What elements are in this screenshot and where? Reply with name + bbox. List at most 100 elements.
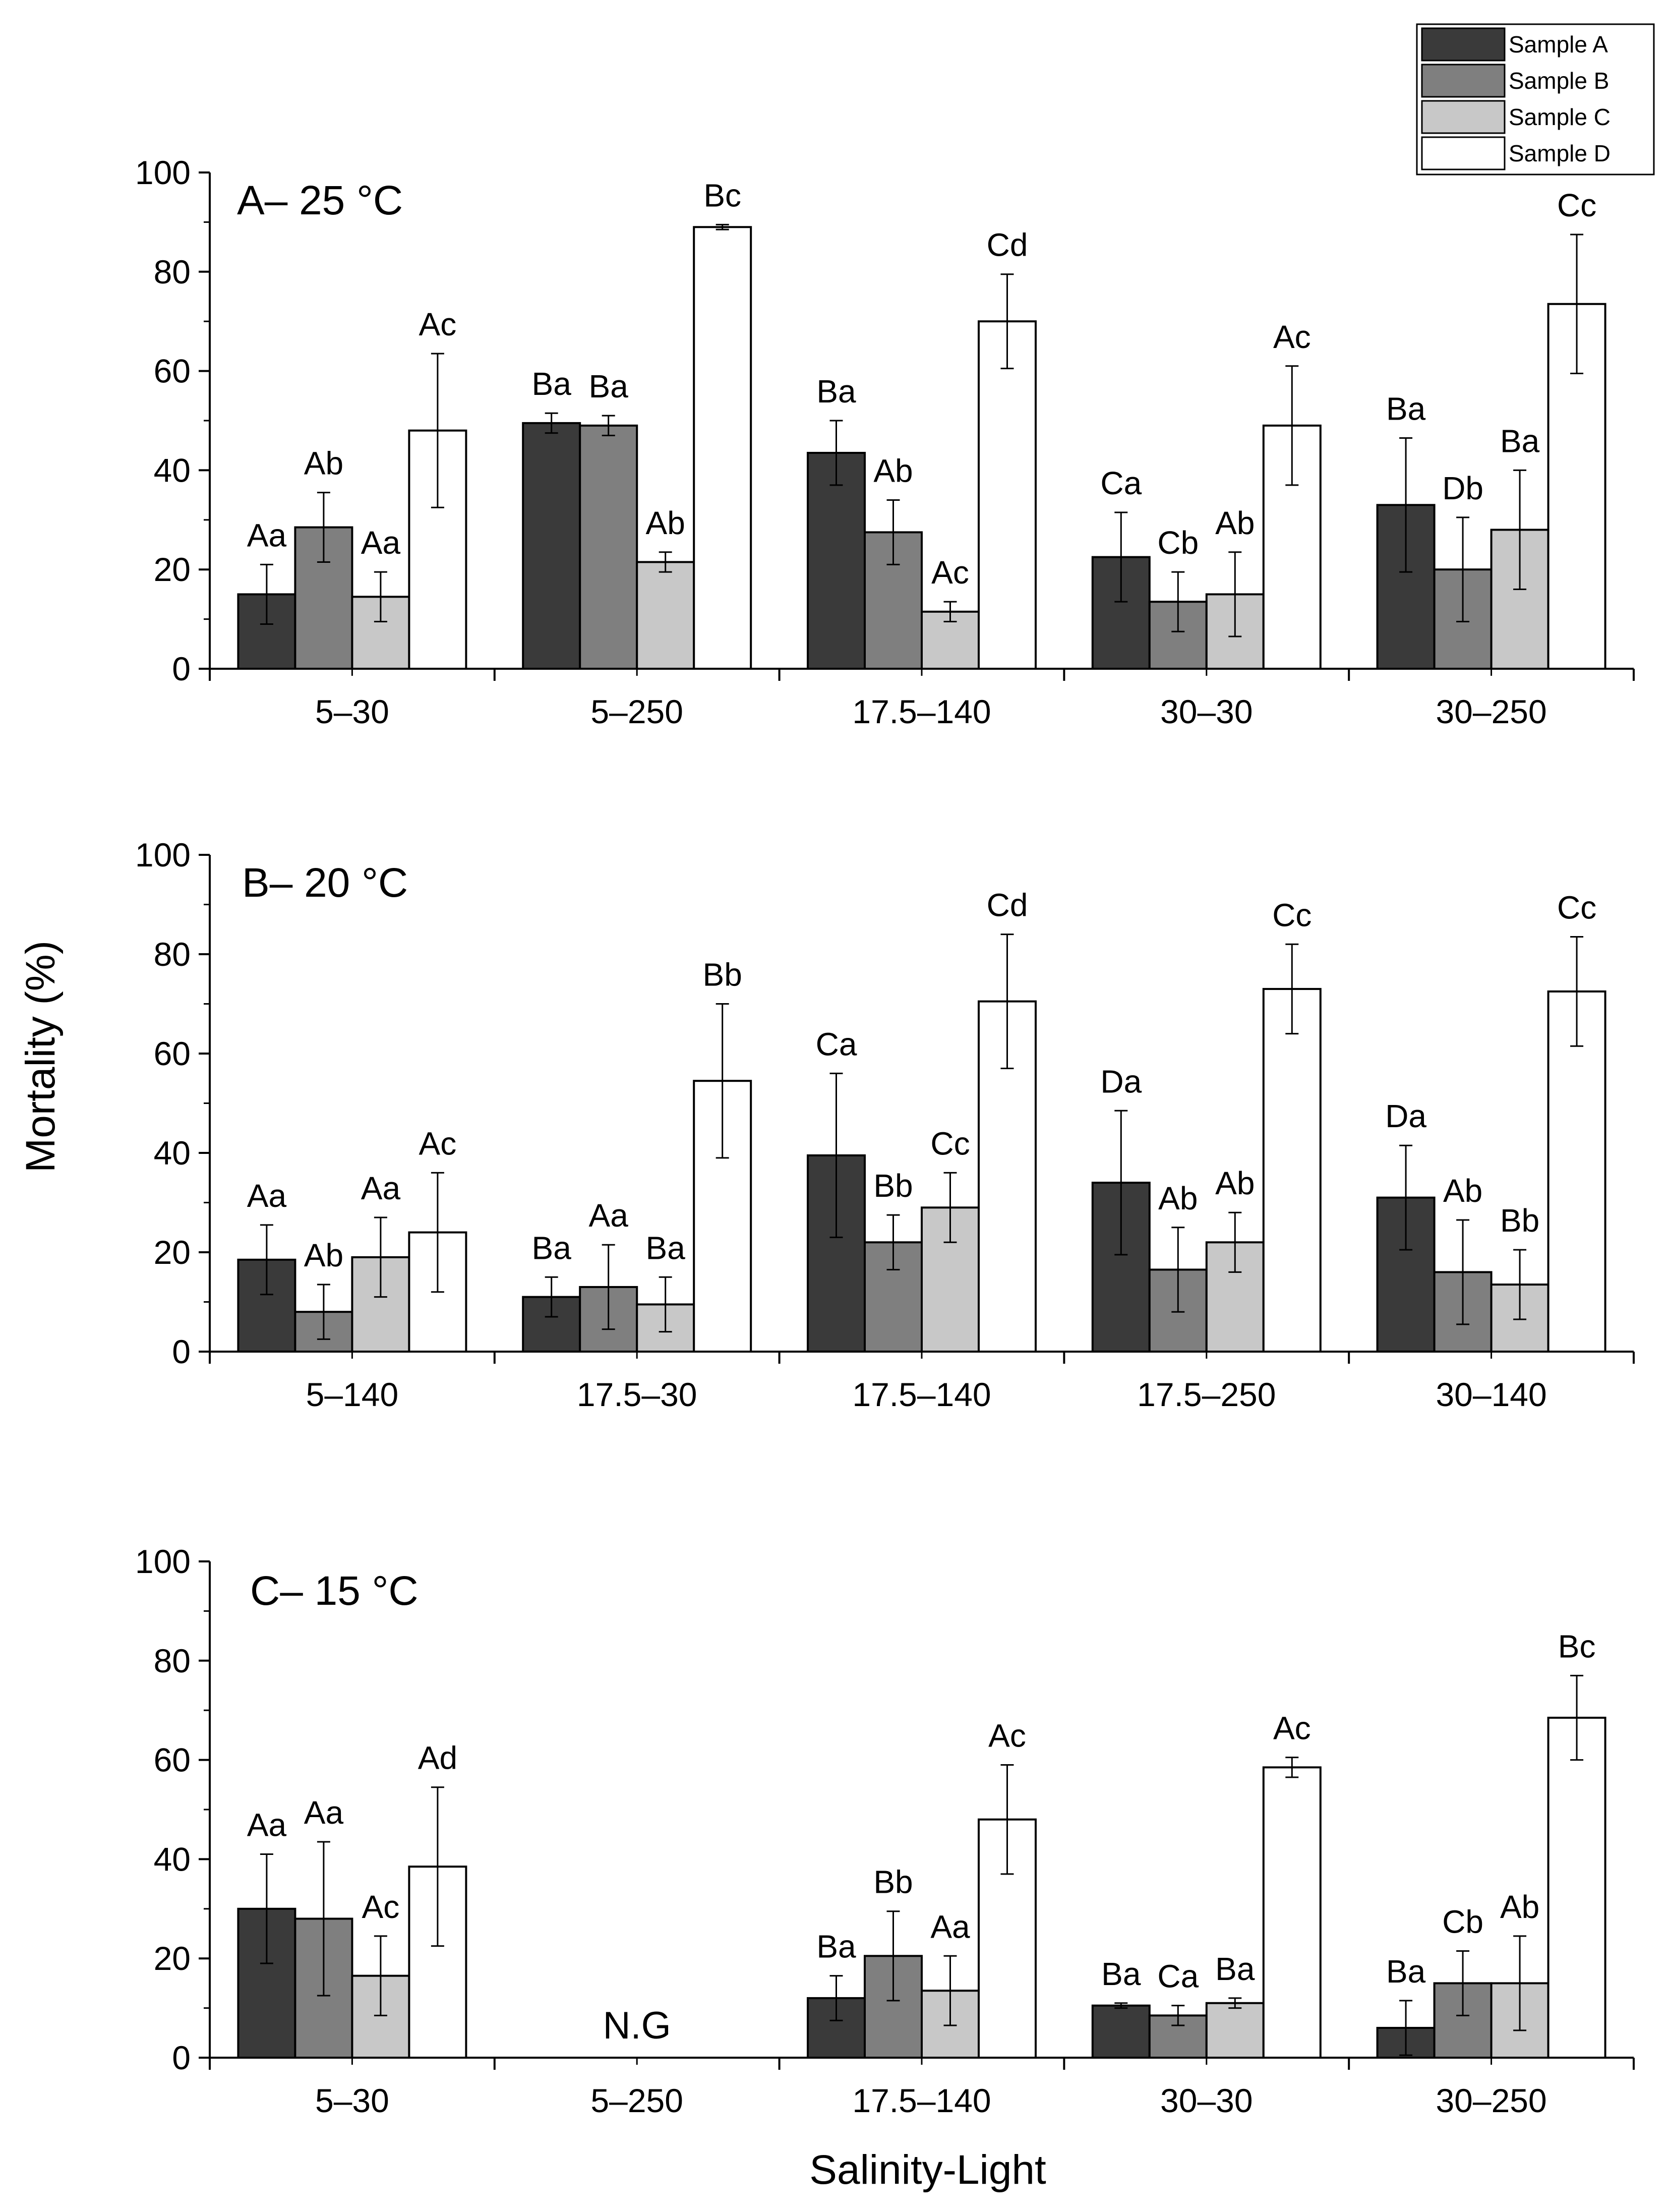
significance-label-sample-d-30-30: Ac xyxy=(1273,319,1311,355)
y-tick-label: 40 xyxy=(154,1134,191,1172)
significance-label-sample-b-30-250: Cb xyxy=(1442,1903,1483,1940)
significance-label-sample-d-17-5-140: Cd xyxy=(987,887,1028,923)
y-tick-label: 40 xyxy=(154,451,191,489)
significance-label-sample-c-30-30: Ab xyxy=(1215,505,1255,541)
significance-label-sample-d-17-5-140: Cd xyxy=(987,227,1028,263)
y-tick-label: 0 xyxy=(172,650,191,687)
x-category-label-30-30: 30–30 xyxy=(1160,2082,1253,2119)
bar-sample-d-30-250 xyxy=(1547,1716,1606,2059)
legend-swatch-sample-c xyxy=(1421,100,1506,134)
bar-sample-c-5-250 xyxy=(636,561,695,670)
significance-label-sample-b-5-140: Ab xyxy=(304,1237,343,1273)
legend-label-sample-a: Sample A xyxy=(1509,31,1608,57)
legend-label-sample-d: Sample D xyxy=(1509,140,1611,166)
significance-label-sample-a-30-30: Ca xyxy=(1100,465,1142,501)
x-category-label-5-30: 5–30 xyxy=(315,693,389,730)
panel-title: B– 20 °C xyxy=(242,860,408,906)
significance-label-sample-c-17-5-250: Ab xyxy=(1215,1165,1255,1201)
y-tick-label: 100 xyxy=(135,154,191,191)
significance-label-sample-d-30-250: Cc xyxy=(1557,187,1596,223)
x-category-label-17-5-30: 17.5–30 xyxy=(577,1376,697,1413)
y-tick-label: 100 xyxy=(135,1543,191,1580)
significance-label-sample-c-5-250: Ab xyxy=(646,505,685,541)
significance-label-sample-c-17-5-140: Ac xyxy=(931,554,969,591)
significance-label-sample-d-30-30: Ac xyxy=(1273,1710,1311,1747)
x-category-label-5-250: 5–250 xyxy=(590,693,683,730)
significance-label-sample-c-17-5-140: Aa xyxy=(930,1908,970,1945)
significance-label-sample-a-5-140: Aa xyxy=(247,1178,287,1214)
significance-label-sample-c-30-30: Ba xyxy=(1215,1951,1255,1987)
significance-label-sample-a-30-250: Ba xyxy=(1386,1953,1426,1990)
significance-label-sample-a-17-5-140: Ba xyxy=(816,1929,856,1965)
significance-label-sample-d-17-5-30: Bb xyxy=(703,957,742,993)
significance-label-sample-a-30-30: Ba xyxy=(1101,1956,1141,1992)
panel-title: A– 25 °C xyxy=(237,178,403,223)
significance-label-sample-c-5-140: Aa xyxy=(361,1170,401,1206)
legend-swatch-sample-d xyxy=(1421,136,1506,170)
significance-label-sample-d-30-250: Bc xyxy=(1558,1628,1596,1664)
legend: Sample A Sample B Sample C Sample D xyxy=(1416,23,1655,176)
y-tick-label: 80 xyxy=(154,1642,191,1679)
significance-label-sample-c-30-250: Ba xyxy=(1500,423,1540,459)
y-tick-label: 0 xyxy=(172,1333,191,1370)
x-category-label-30-250: 30–250 xyxy=(1436,693,1546,730)
y-tick-label: 100 xyxy=(135,836,191,874)
panel-title: C– 15 °C xyxy=(250,1568,419,1614)
not-grown-annotation: N.G xyxy=(603,2004,671,2047)
significance-label-sample-d-5-250: Bc xyxy=(703,177,741,213)
y-tick-label: 20 xyxy=(154,551,191,588)
panel-a-25c: 0 20 40 60 80 100 5–30 Aa Ab Aa Ac 5–250 Ba Ba Ab Bc 17.… xyxy=(135,154,1635,730)
y-tick-label: 60 xyxy=(154,1035,191,1072)
bar-sample-d-5-250 xyxy=(693,226,752,670)
significance-label-sample-a-5-250: Ba xyxy=(532,366,572,402)
y-axis-title: Mortality (%) xyxy=(18,941,64,1173)
y-tick-label: 40 xyxy=(154,1840,191,1878)
significance-label-sample-c-17-5-30: Ba xyxy=(646,1230,686,1266)
significance-label-sample-b-5-250: Ba xyxy=(589,368,629,404)
x-category-label-17-5-140: 17.5–140 xyxy=(852,2082,991,2119)
x-category-label-30-30: 30–30 xyxy=(1160,693,1253,730)
significance-label-sample-b-17-5-140: Bb xyxy=(873,1864,913,1900)
y-tick-label: 20 xyxy=(154,1940,191,1977)
significance-label-sample-a-30-140: Da xyxy=(1385,1098,1426,1134)
significance-label-sample-a-17-5-140: Ba xyxy=(816,373,856,410)
significance-label-sample-b-30-30: Ca xyxy=(1157,1958,1199,1995)
significance-label-sample-a-5-30: Aa xyxy=(247,517,287,553)
significance-label-sample-a-17-5-250: Da xyxy=(1100,1063,1142,1099)
x-category-label-5-140: 5–140 xyxy=(306,1376,399,1413)
x-category-label-17-5-140: 17.5–140 xyxy=(852,693,991,730)
x-category-label-5-30: 5–30 xyxy=(315,2082,389,2119)
bar-sample-a-30-30 xyxy=(1091,2004,1151,2059)
y-tick-label: 60 xyxy=(154,1741,191,1779)
significance-label-sample-b-30-250: Db xyxy=(1442,470,1483,506)
y-tick-label: 80 xyxy=(154,253,191,290)
significance-label-sample-b-5-30: Ab xyxy=(304,445,343,482)
significance-label-sample-d-30-140: Cc xyxy=(1557,890,1596,926)
significance-label-sample-b-30-140: Ab xyxy=(1443,1173,1482,1209)
x-axis-title: Salinity-Light xyxy=(809,2147,1046,2193)
significance-label-sample-d-17-5-250: Cc xyxy=(1272,897,1311,933)
significance-label-sample-d-17-5-140: Ac xyxy=(988,1717,1026,1754)
bar-sample-d-17-5-140 xyxy=(978,320,1037,670)
y-tick-label: 60 xyxy=(154,353,191,390)
significance-label-sample-a-5-30: Aa xyxy=(247,1807,287,1843)
panel-b-20c: 0 20 40 60 80 100 5–140 Aa Ab Aa Ac 17.5–30 Ba Aa Ba Bb… xyxy=(135,836,1635,1413)
significance-label-sample-b-17-5-140: Bb xyxy=(873,1168,913,1204)
legend-swatch-sample-a xyxy=(1421,27,1506,62)
legend-item-sample-d: Sample D xyxy=(1421,136,1611,170)
x-category-label-30-250: 30–250 xyxy=(1436,2082,1546,2119)
significance-label-sample-c-17-5-140: Cc xyxy=(930,1125,970,1161)
bar-sample-a-5-250 xyxy=(522,422,581,670)
legend-label-sample-c: Sample C xyxy=(1509,104,1611,130)
legend-label-sample-b: Sample B xyxy=(1509,68,1609,94)
x-category-label-17-5-250: 17.5–250 xyxy=(1137,1376,1276,1413)
significance-label-sample-c-30-140: Bb xyxy=(1500,1202,1539,1239)
significance-label-sample-c-5-30: Ac xyxy=(362,1889,400,1925)
bar-sample-d-30-140 xyxy=(1547,990,1606,1353)
legend-swatch-sample-b xyxy=(1421,64,1506,98)
significance-label-sample-c-5-30: Aa xyxy=(361,525,401,561)
legend-item-sample-a: Sample A xyxy=(1421,27,1608,62)
significance-label-sample-d-5-30: Ad xyxy=(418,1740,457,1776)
significance-label-sample-c-30-250: Ab xyxy=(1500,1889,1539,1925)
